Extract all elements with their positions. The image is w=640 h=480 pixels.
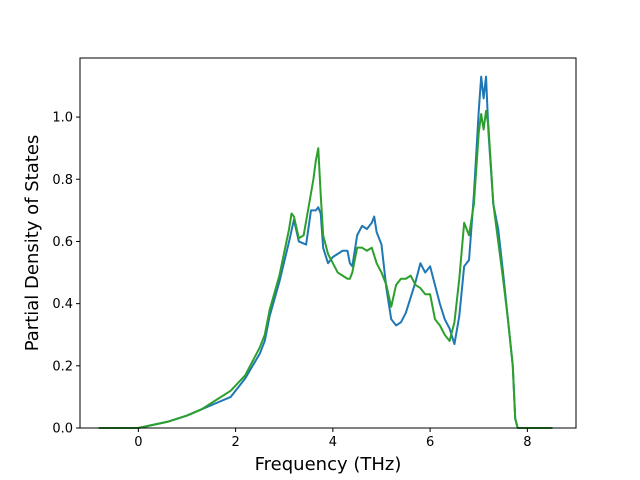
x-tick-label: 6 <box>426 435 434 450</box>
x-tick-label: 2 <box>231 435 239 450</box>
y-ticks: 0.0 0.2 0.4 0.6 0.8 1.0 <box>52 111 80 437</box>
x-tick-label: 0 <box>134 435 142 450</box>
y-tick-label: 1.0 <box>52 111 73 126</box>
y-tick-label: 0.6 <box>52 235 73 250</box>
series-line-2 <box>98 109 553 429</box>
plot-area <box>80 58 576 428</box>
y-tick-label: 0.8 <box>52 173 73 188</box>
series-layer <box>98 75 553 429</box>
y-tick-label: 0.4 <box>52 297 73 312</box>
x-ticks: 0 2 4 6 8 <box>134 428 532 450</box>
series-line-1 <box>98 75 553 429</box>
x-axis-label: Frequency (THz) <box>255 454 402 475</box>
x-tick-label: 4 <box>329 435 337 450</box>
y-tick-label: 0.2 <box>52 359 73 374</box>
plot-frame <box>79 57 577 429</box>
x-tick-label: 8 <box>523 435 531 450</box>
y-tick-label: 0.0 <box>52 422 73 437</box>
y-axis-label: Partial Density of States <box>22 135 43 352</box>
